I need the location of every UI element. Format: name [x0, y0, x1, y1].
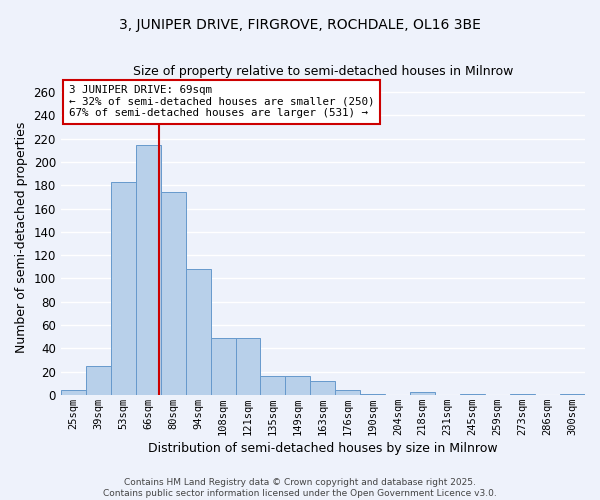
Bar — [61, 390, 86, 395]
Text: 3, JUNIPER DRIVE, FIRGROVE, ROCHDALE, OL16 3BE: 3, JUNIPER DRIVE, FIRGROVE, ROCHDALE, OL… — [119, 18, 481, 32]
Y-axis label: Number of semi-detached properties: Number of semi-detached properties — [15, 122, 28, 354]
Bar — [111, 182, 136, 395]
Bar — [86, 366, 111, 395]
X-axis label: Distribution of semi-detached houses by size in Milnrow: Distribution of semi-detached houses by … — [148, 442, 498, 455]
Bar — [410, 392, 435, 395]
Bar — [161, 192, 185, 395]
Bar — [286, 376, 310, 395]
Bar — [335, 390, 361, 395]
Bar — [136, 144, 161, 395]
Bar — [310, 381, 335, 395]
Bar — [236, 338, 260, 395]
Bar — [211, 338, 236, 395]
Bar — [510, 394, 535, 395]
Bar — [260, 376, 286, 395]
Bar — [361, 394, 385, 395]
Bar — [185, 269, 211, 395]
Title: Size of property relative to semi-detached houses in Milnrow: Size of property relative to semi-detach… — [133, 65, 513, 78]
Bar — [560, 394, 585, 395]
Text: Contains HM Land Registry data © Crown copyright and database right 2025.
Contai: Contains HM Land Registry data © Crown c… — [103, 478, 497, 498]
Text: 3 JUNIPER DRIVE: 69sqm
← 32% of semi-detached houses are smaller (250)
67% of se: 3 JUNIPER DRIVE: 69sqm ← 32% of semi-det… — [68, 86, 374, 118]
Bar — [460, 394, 485, 395]
